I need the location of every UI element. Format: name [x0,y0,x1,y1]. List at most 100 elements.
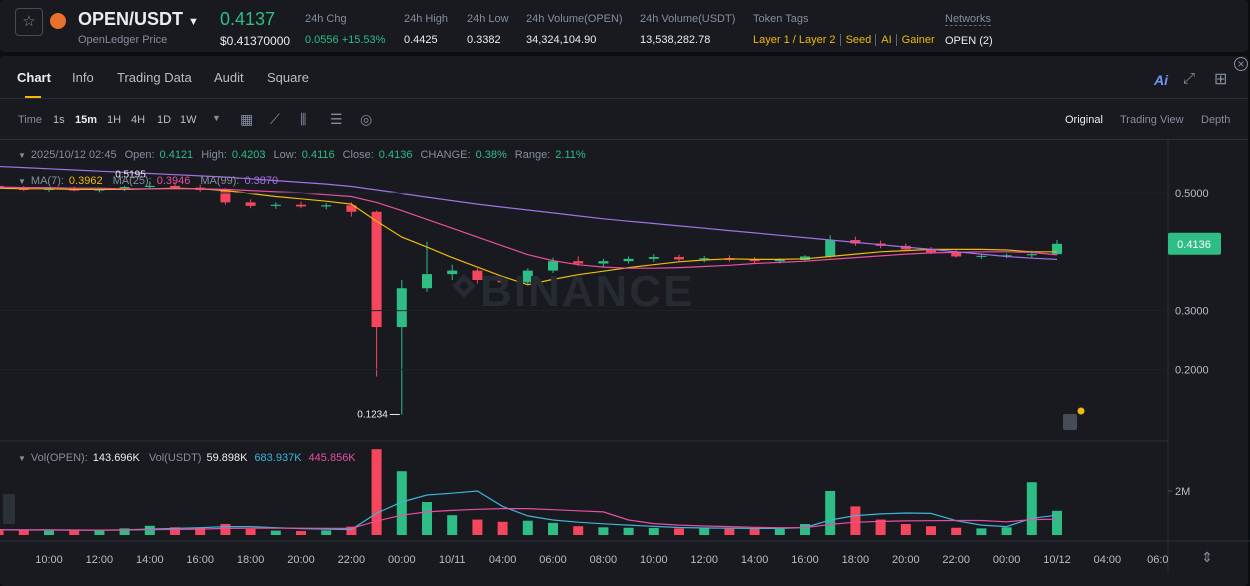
view-option[interactable]: Trading View [1120,114,1184,126]
volume-bar [749,528,760,535]
interval[interactable]: 1s [53,114,65,126]
layout-button[interactable]: ⊞ [1214,71,1228,88]
volume-bar [396,471,407,535]
candle-body [1052,243,1062,255]
volume-bar [422,502,432,535]
y-tick-label: 0.3000 [1175,306,1209,318]
token-tag[interactable]: Layer 1 / Layer 2 [753,34,836,46]
x-tick-label: 18:00 [237,554,265,566]
stat-value: 13,538,282.78 [640,34,711,46]
tab[interactable]: Info [72,70,94,85]
scale-button[interactable]: ⇕ [1201,549,1213,565]
vol-value: 59.898K [206,452,248,464]
caret: ▼ [18,150,26,160]
candle-body [573,261,584,264]
ohlc-label: Range: [514,149,551,161]
networks-label[interactable]: Networks [945,13,991,26]
ohlc-label: High: [201,149,227,161]
tab[interactable]: Chart [17,70,51,85]
caret: ▼ [212,113,221,123]
x-tick-label: 14:00 [136,554,164,566]
volume-bar [724,528,735,535]
candle-body [396,288,407,328]
stat-value: 0.0556 +15.53% [305,34,386,46]
ma-value: 0.3962 [68,175,103,187]
volume-bar [1026,482,1037,535]
volume-bar [296,531,306,535]
volume-bar [548,522,558,535]
token-tag[interactable]: AI [875,34,892,46]
tags: Layer 1 / Layer 2 Seed AI Gainer [753,34,935,46]
candle-body [699,258,710,260]
volume-bar [0,529,4,535]
tool-icon[interactable]: ◎ [360,111,373,127]
stat-label: 24h Low [467,13,509,25]
volume-bar [1052,510,1062,535]
interval[interactable]: 1H [107,114,122,126]
candle-body [346,205,357,212]
volume-bar [900,524,911,535]
x-tick-label: 14:00 [741,554,769,566]
interval[interactable]: 4H [131,114,146,126]
x-tick-label: 04:00 [1094,554,1122,566]
candle-body [220,190,231,203]
tool-icon[interactable]: ⟋ [270,111,280,127]
view-option[interactable]: Original [1065,114,1103,126]
candle-body [548,261,558,271]
interval[interactable]: 15m [75,114,98,126]
tool-icon[interactable]: ▦ [240,111,254,127]
close-button[interactable]: × [1234,57,1248,71]
candle-body [245,202,256,206]
ohlc-value: 0.4203 [231,149,266,161]
candle-body [825,240,836,257]
interval[interactable]: 1W [180,114,197,126]
candle-body [522,270,533,283]
ohlc-value: 2.11% [555,149,586,161]
ohlc-label: 2025/10/12 02:45 [30,149,117,161]
volume-bar [674,528,684,535]
token-tag[interactable]: Seed [839,34,871,46]
tab[interactable]: Audit [214,70,244,85]
x-tick-label: 06:00 [539,554,567,566]
tool-icon[interactable]: ☰ [330,111,343,127]
volume-bar [800,524,810,535]
expand-button[interactable]: ⤢ [1183,70,1196,87]
x-tick-label: 12:00 [690,554,718,566]
collapse-button[interactable] [3,494,15,524]
volume-bar [371,449,382,535]
x-tick-label: 00:00 [993,554,1021,566]
view-option[interactable]: Depth [1201,114,1231,126]
tab[interactable]: Square [267,70,309,85]
x-tick-label: 20:00 [287,554,315,566]
candle-body [850,240,861,244]
vol-ma-line [0,490,1058,531]
token-name[interactable]: OpenLedger Price [78,34,168,46]
candle-body [1026,254,1037,256]
ohlc-row: ▼ 2025/10/12 02:45 Open: 0.4121 High: 0.4203 L… [18,149,586,161]
vol-name: Vol(OPEN): [30,452,88,464]
pair[interactable]: OPEN/USDT ▼ [78,9,199,30]
volume-bar [119,528,130,535]
ai-button[interactable]: Ai [1154,72,1168,88]
watermark: BINANCE [480,267,694,316]
token-tag[interactable]: Gainer [895,34,935,46]
volume-bar [951,527,962,535]
stat-value: 34,324,104.90 [526,34,597,46]
tool-icon[interactable] [1063,414,1077,430]
interval[interactable]: 1D [157,114,172,126]
stat-label: 24h Chg [305,13,347,25]
ma-value: 0.3870 [244,175,279,187]
tab[interactable]: Trading Data [117,70,192,85]
candle-body [1001,255,1012,257]
candle-body [371,211,382,328]
volume-bar [623,527,634,535]
tab-underline [25,96,41,99]
candle-body [321,205,332,207]
favorite-button[interactable]: ☆ [15,8,43,36]
max-label: 0.5195 [115,169,146,180]
tool-icon[interactable]: ⫼ [300,111,307,127]
price-tag-label: 0.4136 [1177,239,1211,251]
volume-bar [598,527,609,535]
